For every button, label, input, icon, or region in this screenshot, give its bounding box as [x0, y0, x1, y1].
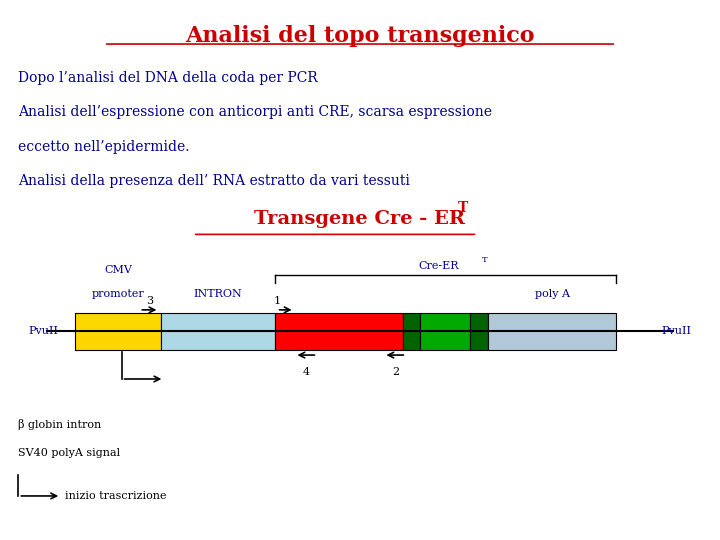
Bar — [470, 313, 488, 350]
Text: Analisi della presenza dell’ RNA estratto da vari tessuti: Analisi della presenza dell’ RNA estratt… — [19, 174, 410, 188]
Text: 3: 3 — [145, 295, 153, 306]
Text: Analisi del topo transgenico: Analisi del topo transgenico — [185, 25, 535, 48]
Text: SV40 polyA signal: SV40 polyA signal — [19, 448, 120, 458]
Bar — [161, 313, 274, 350]
Text: 2: 2 — [392, 367, 399, 377]
Bar — [402, 313, 420, 350]
Text: inizio trascrizione: inizio trascrizione — [65, 491, 166, 501]
Text: Dopo l’analisi del DNA della coda per PCR: Dopo l’analisi del DNA della coda per PC… — [19, 71, 318, 85]
Text: poly A: poly A — [535, 289, 570, 299]
Text: promoter: promoter — [91, 289, 145, 299]
Text: β globin intron: β globin intron — [19, 419, 102, 430]
Text: 4: 4 — [303, 367, 310, 377]
Text: T: T — [482, 255, 487, 264]
Bar — [274, 313, 402, 350]
Bar — [76, 313, 161, 350]
Text: PvuII: PvuII — [28, 326, 58, 336]
Text: 1: 1 — [273, 295, 280, 306]
Text: CMV: CMV — [104, 265, 132, 275]
Text: PvuII: PvuII — [662, 326, 692, 336]
Text: Transgene Cre - ER: Transgene Cre - ER — [254, 211, 466, 228]
Text: INTRON: INTRON — [193, 289, 242, 299]
Bar — [420, 313, 470, 350]
Text: Analisi dell’espressione con anticorpi anti CRE, scarsa espressione: Analisi dell’espressione con anticorpi a… — [19, 105, 492, 119]
Text: eccetto nell’epidermide.: eccetto nell’epidermide. — [19, 140, 190, 154]
Text: T: T — [458, 201, 469, 215]
Text: Cre-ER: Cre-ER — [418, 261, 459, 271]
Bar — [488, 313, 616, 350]
